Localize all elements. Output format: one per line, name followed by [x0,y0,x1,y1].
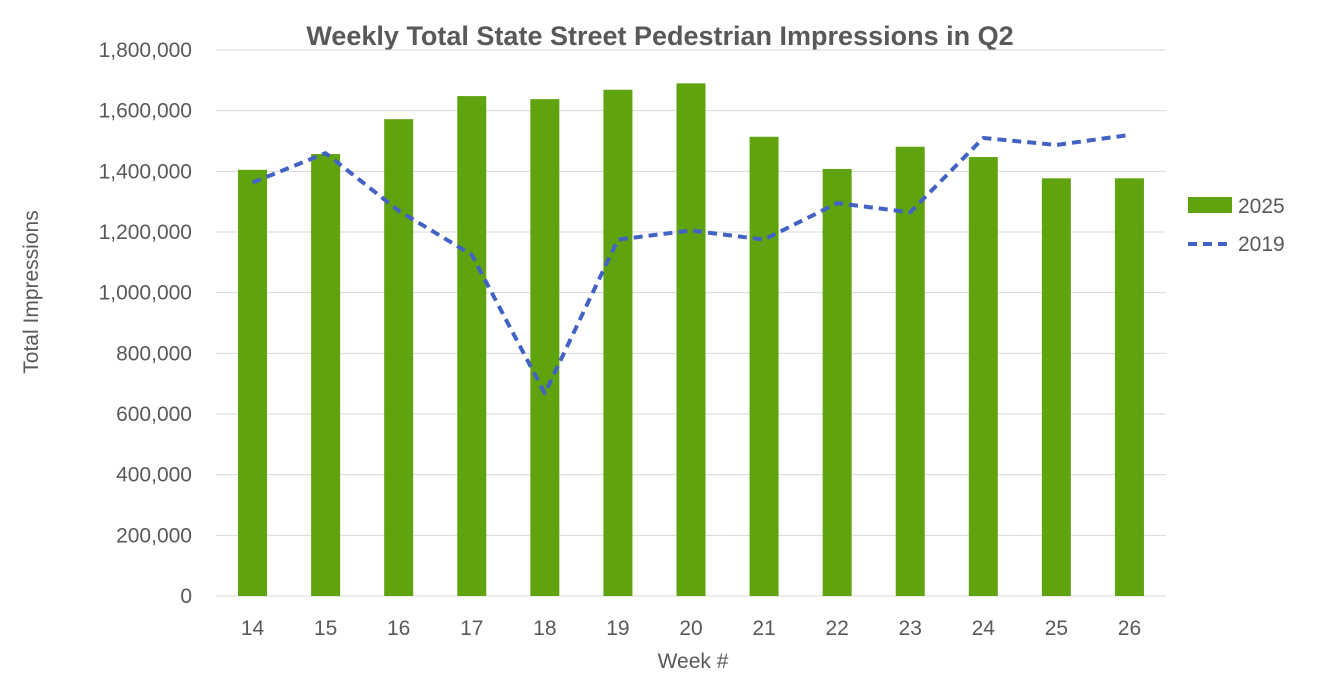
bar-2025 [822,168,852,596]
y-tick-label: 200,000 [116,524,192,547]
bar-2025 [968,157,998,596]
bar-2025 [457,96,487,597]
x-tick-label: 19 [606,617,629,640]
y-tick-label: 600,000 [116,403,192,426]
x-tick-label: 22 [825,617,848,640]
y-tick-label: 800,000 [116,342,192,365]
x-tick-label: 18 [533,617,556,640]
y-tick-label: 1,200,000 [99,221,192,244]
bar-2025 [676,83,706,596]
x-axis-ticks: 14 15 16 17 18 19 20 21 22 23 24 25 26 [241,617,1141,640]
x-tick-label: 26 [1118,617,1141,640]
x-tick-label: 15 [314,617,337,640]
x-tick-label: 25 [1045,617,1068,640]
line-2019 [251,132,1130,396]
x-tick-label: 14 [241,617,265,640]
y-tick-label: 1,400,000 [99,160,192,183]
y-tick-label: 1,600,000 [99,100,192,123]
x-tick-label: 24 [972,617,996,640]
x-tick-label: 21 [752,617,775,640]
bar-2025 [1114,178,1144,596]
bar-2025 [238,169,268,597]
bar-2025 [603,89,633,596]
x-axis-label: Week # [658,650,729,673]
line-series [251,132,1130,396]
y-tick-label: 400,000 [116,464,192,487]
y-axis-ticks: 0 200,000 400,000 600,000 800,000 1,000,000 1,… [99,39,192,608]
bar-series [238,83,1144,597]
bar-2025 [384,119,414,596]
legend: 2025 2019 [1188,195,1285,256]
y-tick-label: 1,000,000 [99,282,192,305]
bar-2025 [895,146,925,596]
x-tick-label: 17 [460,617,483,640]
bar-2025 [530,99,560,596]
chart-title: Weekly Total State Street Pedestrian Imp… [306,21,1013,51]
x-tick-label: 20 [679,617,702,640]
legend-swatch-2025 [1188,197,1232,213]
bar-2025 [1041,178,1071,596]
y-tick-label: 1,800,000 [99,39,192,62]
x-tick-label: 16 [387,617,410,640]
bar-2025 [749,136,779,596]
legend-label-2025: 2025 [1238,195,1285,218]
bar-2025 [311,154,341,596]
y-axis-label: Total Impressions [20,210,43,373]
legend-label-2019: 2019 [1238,233,1285,256]
x-tick-label: 23 [899,617,922,640]
y-tick-label: 0 [180,585,192,608]
